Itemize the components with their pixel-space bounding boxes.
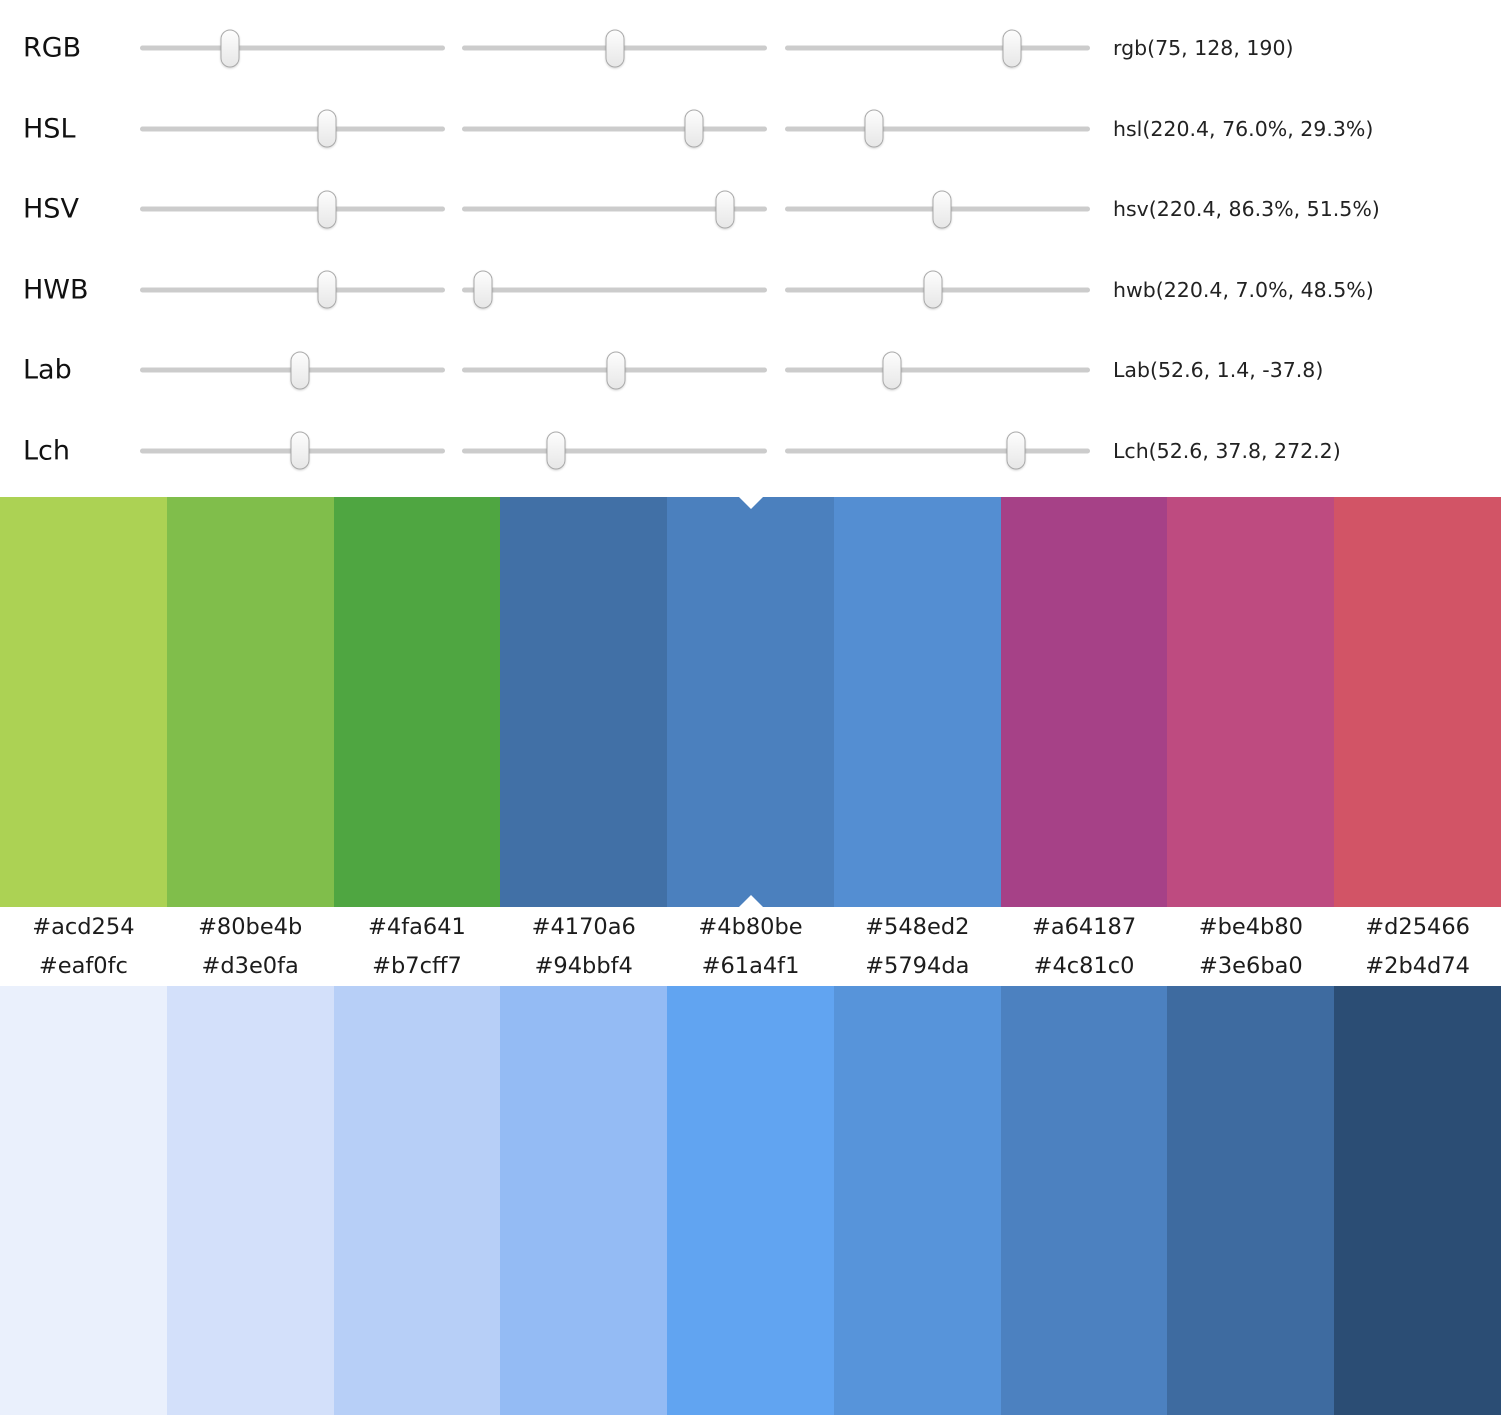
shade-palette [0,986,1501,1415]
hex-label: #80be4b [198,913,303,940]
hue-palette-labels: #acd254 #80be4b #4fa641 #4170a6 #4b80be … [0,907,1501,946]
slider-row-label: RGB [23,32,82,64]
hue-swatch[interactable] [1334,497,1501,907]
hex-label: #be4b80 [1198,913,1303,940]
hex-label: #d3e0fa [201,953,299,979]
lab-l-slider-track[interactable] [140,351,445,390]
hsv-s-slider-thumb[interactable] [715,190,735,229]
lab-l-slider-thumb[interactable] [290,351,310,390]
hsv-h-slider-thumb[interactable] [317,190,337,229]
hex-label: #a64187 [1031,913,1137,940]
rgb-value-text: rgb(75, 128, 190) [1113,36,1294,61]
hex-label: #548ed2 [865,913,970,940]
hsl-h-slider-track[interactable] [140,109,445,148]
hsl-s-slider-thumb[interactable] [684,109,704,148]
hue-swatch[interactable] [1167,497,1335,907]
hwb-h-slider-thumb[interactable] [317,270,337,309]
shade-swatch[interactable] [667,986,834,1415]
hex-label: #b7cff7 [372,953,462,979]
lab-a-slider-thumb[interactable] [606,351,626,390]
shade-swatch[interactable] [166,986,334,1415]
hwb-w-slider-track[interactable] [462,270,767,309]
hex-label: #3e6ba0 [1199,953,1303,979]
hex-label: #4fa641 [368,913,466,940]
shade-swatch[interactable] [333,986,501,1415]
hex-label: #4b80be [698,913,803,940]
lch-c-slider-track[interactable] [462,431,767,470]
rgb-r-slider-track[interactable] [140,29,445,68]
slider-row-label: HWB [23,274,89,306]
hex-label: #5794da [865,953,970,979]
hex-label: #2b4d74 [1365,953,1470,979]
hwb-b-slider-thumb[interactable] [923,270,943,309]
slider-row-label: Lab [23,354,72,386]
rgb-b-slider-track[interactable] [785,29,1090,68]
lch-l-slider-thumb[interactable] [290,431,310,470]
slider-row-lch: Lch Lch(52.6, 37.8, 272.2) [0,411,1501,492]
hue-swatch-selected[interactable] [667,484,834,920]
shade-swatch[interactable] [1000,986,1168,1415]
hue-swatch[interactable] [833,497,1001,907]
hsv-value-text: hsv(220.4, 86.3%, 51.5%) [1113,197,1380,222]
hue-palette [0,484,1501,920]
rgb-g-slider-track[interactable] [462,29,767,68]
shade-palette-labels: #eaf0fc #d3e0fa #b7cff7 #94bbf4 #61a4f1 … [0,946,1501,986]
lch-l-slider-track[interactable] [140,431,445,470]
hsv-h-slider-track[interactable] [140,190,445,229]
slider-row-hsv: HSV hsv(220.4, 86.3%, 51.5%) [0,169,1501,250]
hsv-v-slider-thumb[interactable] [932,190,952,229]
lch-value-text: Lch(52.6, 37.8, 272.2) [1113,438,1341,463]
shade-swatch[interactable] [1167,986,1335,1415]
hsl-h-slider-thumb[interactable] [317,109,337,148]
hsv-v-slider-track[interactable] [785,190,1090,229]
hue-swatch[interactable] [1000,497,1168,907]
hwb-h-slider-track[interactable] [140,270,445,309]
shade-swatch[interactable] [833,986,1001,1415]
slider-row-hsl: HSL hsl(220.4, 76.0%, 29.3%) [0,89,1501,170]
lab-value-text: Lab(52.6, 1.4, -37.8) [1113,358,1324,383]
hue-swatch[interactable] [333,497,501,907]
hue-swatch[interactable] [0,497,167,907]
lab-b-slider-track[interactable] [785,351,1090,390]
rgb-g-slider-thumb[interactable] [605,29,625,68]
hsl-s-slider-track[interactable] [462,109,767,148]
hwb-value-text: hwb(220.4, 7.0%, 48.5%) [1113,277,1374,302]
slider-row-label: HSL [23,113,76,145]
shade-swatch[interactable] [1334,986,1501,1415]
slider-row-hwb: HWB hwb(220.4, 7.0%, 48.5%) [0,250,1501,331]
shade-swatch[interactable] [500,986,668,1415]
shade-swatch[interactable] [0,986,167,1415]
rgb-r-slider-thumb[interactable] [220,29,240,68]
slider-row-label: HSV [23,193,79,225]
hex-label: #4c81c0 [1033,953,1135,979]
hsl-l-slider-track[interactable] [785,109,1090,148]
hex-label: #d25466 [1365,913,1470,940]
hex-label: #4170a6 [531,913,636,940]
lch-h-slider-thumb[interactable] [1006,431,1026,470]
hsv-s-slider-track[interactable] [462,190,767,229]
hue-swatch[interactable] [500,497,668,907]
hex-label: #94bbf4 [534,953,633,979]
lab-a-slider-track[interactable] [462,351,767,390]
hwb-w-slider-thumb[interactable] [473,270,493,309]
lch-c-slider-thumb[interactable] [546,431,566,470]
slider-row-label: Lch [23,435,70,467]
hex-label: #eaf0fc [38,953,128,979]
hwb-b-slider-track[interactable] [785,270,1090,309]
color-sliders-panel: RGB rgb(75, 128, 190) HSL hsl(220.4, 76.… [0,0,1501,491]
hex-label: #acd254 [32,913,135,940]
slider-row-rgb: RGB rgb(75, 128, 190) [0,8,1501,89]
hsl-value-text: hsl(220.4, 76.0%, 29.3%) [1113,116,1374,141]
hsl-l-slider-thumb[interactable] [864,109,884,148]
slider-row-lab: Lab Lab(52.6, 1.4, -37.8) [0,330,1501,411]
lch-h-slider-track[interactable] [785,431,1090,470]
lab-b-slider-thumb[interactable] [882,351,902,390]
hue-swatch[interactable] [166,497,334,907]
rgb-b-slider-thumb[interactable] [1002,29,1022,68]
hex-label: #61a4f1 [701,953,800,979]
